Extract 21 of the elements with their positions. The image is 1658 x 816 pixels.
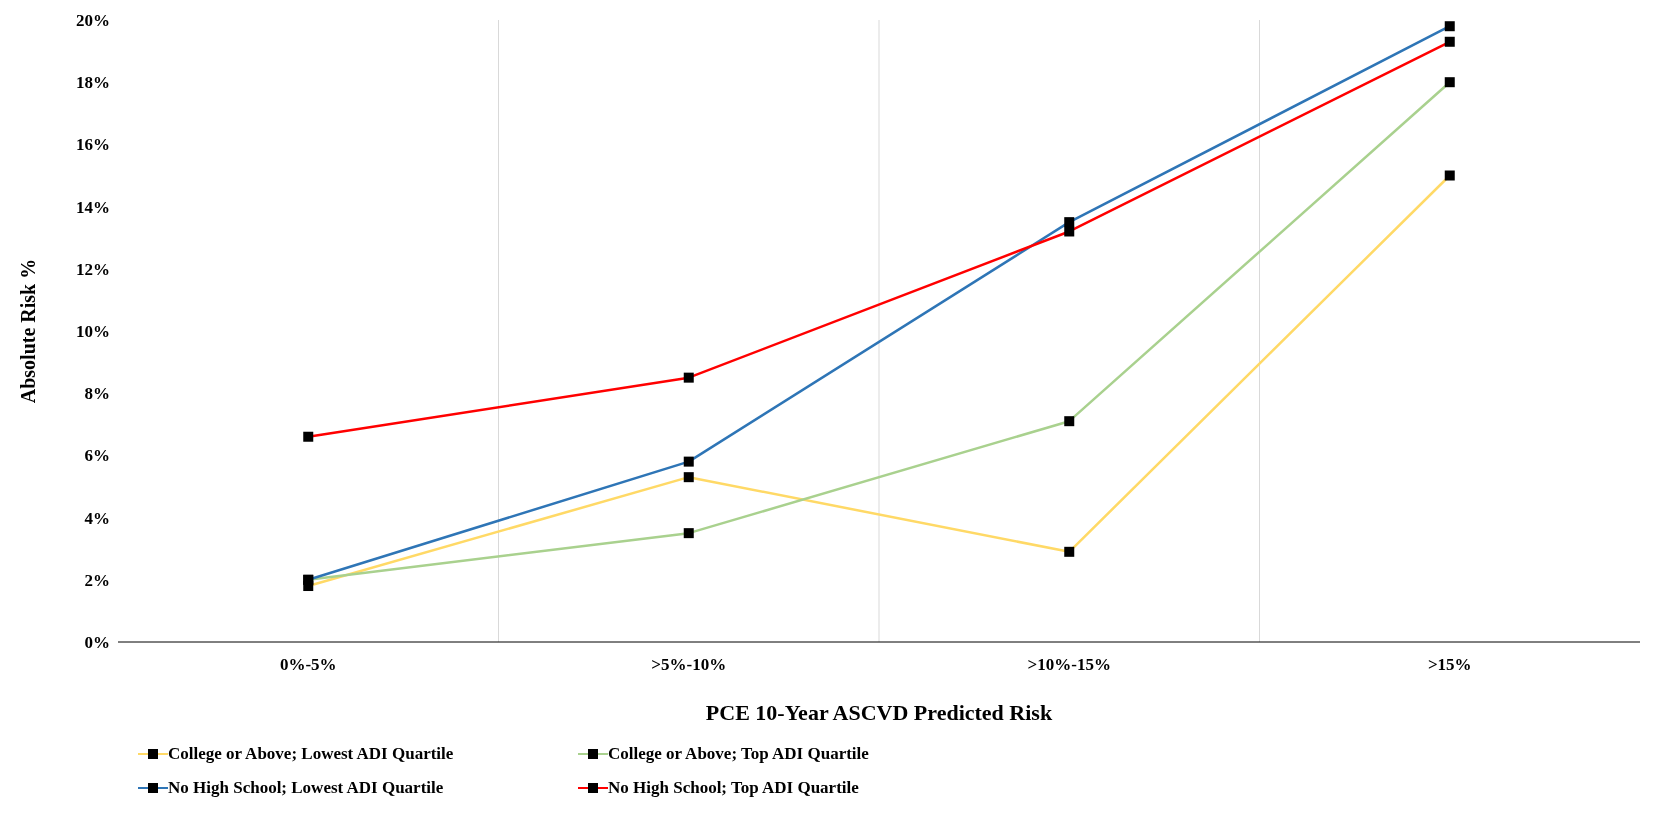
y-axis-title: Absolute Risk % [17, 258, 40, 404]
y-tick-label: 6% [84, 446, 110, 466]
y-tick-label: 0% [84, 633, 110, 653]
x-tick-label: >10%-15% [1027, 655, 1111, 675]
x-tick-label: >5%-10% [651, 655, 727, 675]
legend-label: No High School; Top ADI Quartile [608, 778, 859, 798]
x-tick-label: >15% [1427, 655, 1472, 675]
y-tick-label: 18% [76, 73, 110, 93]
y-tick-label: 12% [76, 259, 110, 279]
x-tick-label: 0%-5% [279, 655, 337, 675]
y-tick-label: 20% [76, 11, 110, 31]
legend-label: College or Above; Lowest ADI Quartile [168, 744, 454, 764]
y-tick-label: 4% [84, 508, 110, 528]
x-axis-title: PCE 10-Year ASCVD Predicted Risk [705, 700, 1053, 725]
legend-label: No High School; Lowest ADI Quartile [168, 778, 444, 798]
y-tick-label: 10% [76, 322, 110, 342]
y-tick-label: 14% [76, 197, 110, 217]
y-tick-label: 16% [76, 135, 110, 155]
y-tick-label: 2% [84, 570, 110, 590]
legend-label: College or Above; Top ADI Quartile [608, 744, 869, 764]
y-tick-label: 8% [84, 384, 110, 404]
